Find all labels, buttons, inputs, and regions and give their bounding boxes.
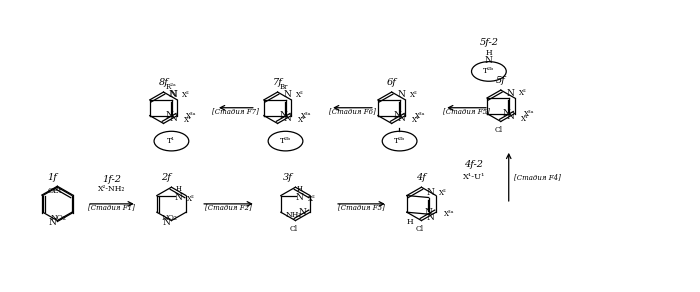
Text: N: N <box>427 213 435 222</box>
Text: X²-NH₂: X²-NH₂ <box>98 185 125 193</box>
Text: N: N <box>162 218 170 227</box>
Text: N: N <box>398 91 406 100</box>
Text: 1f-2: 1f-2 <box>102 175 121 184</box>
Text: N: N <box>279 111 287 120</box>
Text: NH₂: NH₂ <box>286 211 302 219</box>
Text: NO₂: NO₂ <box>50 214 66 222</box>
Text: X¹: X¹ <box>298 117 305 124</box>
Text: X³ᵃ: X³ᵃ <box>444 210 454 218</box>
Text: T²ᵇ: T²ᵇ <box>483 67 494 75</box>
Text: N: N <box>398 114 406 123</box>
Text: N: N <box>507 88 514 98</box>
Text: 4f: 4f <box>416 173 426 182</box>
Text: [Стадия F7]: [Стадия F7] <box>213 107 260 116</box>
Text: [Стадия F3]: [Стадия F3] <box>338 204 385 212</box>
Text: N: N <box>284 114 292 123</box>
Text: X²: X² <box>519 89 526 97</box>
Text: 5f: 5f <box>496 76 505 85</box>
Text: N: N <box>168 91 176 100</box>
Text: X²: X² <box>439 189 447 197</box>
Text: N: N <box>169 114 178 123</box>
Text: X²: X² <box>295 91 303 99</box>
Text: N: N <box>427 188 435 197</box>
Text: Cl: Cl <box>289 225 298 233</box>
Text: N: N <box>393 111 401 120</box>
Text: [Стадия F4]: [Стадия F4] <box>514 173 561 181</box>
Text: [Стадия F6]: [Стадия F6] <box>329 107 376 116</box>
Text: N: N <box>165 111 173 120</box>
Text: N: N <box>424 208 432 217</box>
Text: N: N <box>295 193 304 202</box>
Text: X²: X² <box>187 195 195 204</box>
Text: Cl: Cl <box>495 126 503 134</box>
Text: X²: X² <box>307 195 316 204</box>
Text: 4f-2: 4f-2 <box>465 160 484 169</box>
Text: 6f: 6f <box>386 78 397 87</box>
Text: 5f-2: 5f-2 <box>480 37 498 46</box>
Text: [Стадия F1]: [Стадия F1] <box>88 204 135 212</box>
Text: X³ᵃ: X³ᵃ <box>300 112 311 120</box>
Text: 1f: 1f <box>48 173 57 182</box>
Text: 2f: 2f <box>162 173 172 182</box>
Text: N: N <box>48 218 56 227</box>
Text: N: N <box>175 193 183 202</box>
Text: X¹-U¹: X¹-U¹ <box>463 173 485 181</box>
Text: T¹: T¹ <box>167 137 176 145</box>
Text: Cl: Cl <box>415 225 424 233</box>
Text: N: N <box>503 109 510 118</box>
Text: OEt: OEt <box>48 187 62 195</box>
Text: T²ᵇ: T²ᵇ <box>394 137 405 145</box>
Text: N: N <box>298 208 306 217</box>
Text: X¹: X¹ <box>183 117 191 124</box>
Text: X²: X² <box>181 91 189 99</box>
Text: X³ᵃ: X³ᵃ <box>414 112 425 120</box>
Text: H: H <box>486 49 492 57</box>
Text: X¹: X¹ <box>521 114 528 123</box>
Text: X³ᵃ: X³ᵃ <box>186 112 197 120</box>
Text: T²ᵇ: T²ᵇ <box>280 137 291 145</box>
Text: N: N <box>169 91 178 100</box>
Text: N: N <box>485 56 493 65</box>
Text: 7f: 7f <box>272 78 283 87</box>
Text: H: H <box>176 185 181 193</box>
Text: 8f: 8f <box>159 78 169 87</box>
Text: X¹: X¹ <box>412 117 419 124</box>
Text: H: H <box>297 185 302 193</box>
Text: N: N <box>284 91 292 100</box>
Text: H: H <box>407 218 413 226</box>
Text: 3f: 3f <box>283 173 293 182</box>
Text: N: N <box>507 112 514 121</box>
Text: X²: X² <box>410 91 417 99</box>
Text: [Стадия F2]: [Стадия F2] <box>205 204 252 212</box>
Text: X³ᵃ: X³ᵃ <box>524 110 534 118</box>
Text: NO₂: NO₂ <box>162 214 178 222</box>
Text: [Стадия F5]: [Стадия F5] <box>443 107 490 116</box>
Text: R²ᵃ: R²ᵃ <box>165 83 176 91</box>
Text: Br: Br <box>279 83 288 91</box>
